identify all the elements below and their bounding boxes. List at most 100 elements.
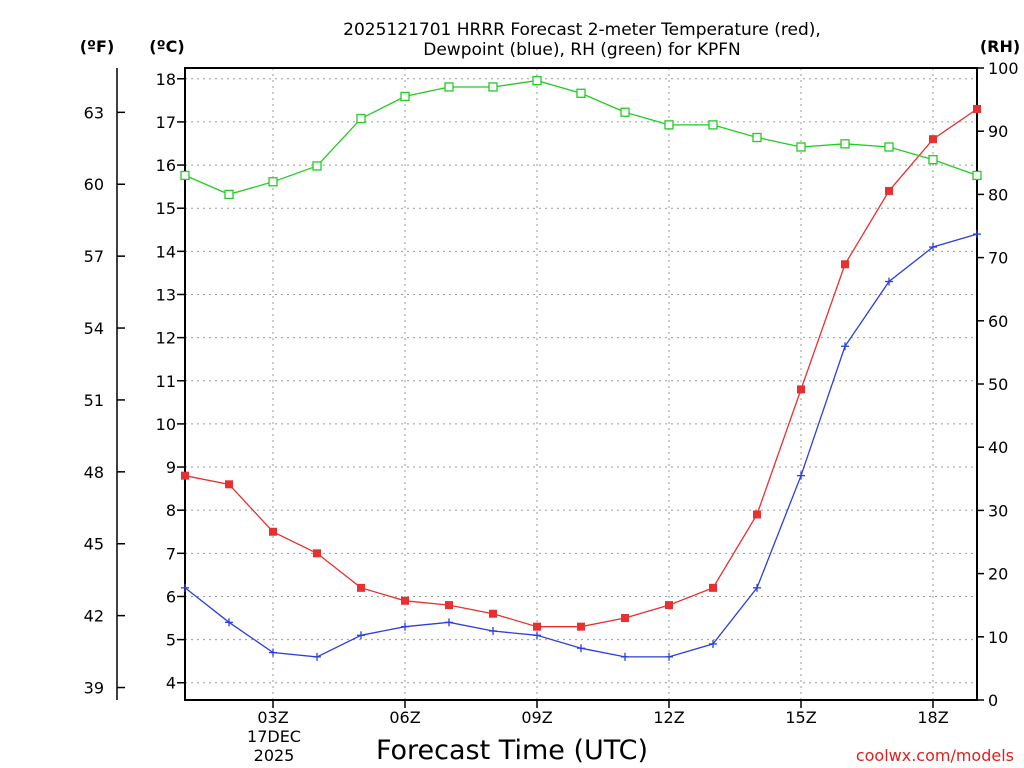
fahrenheit-tick-label: 54 (84, 319, 104, 338)
rh-axis: 0 10 20 30 40 50 60 70 80 90 100 (977, 59, 1019, 710)
data-point-dewpoint (797, 471, 805, 480)
data-point-2-meter-temperature (225, 480, 233, 489)
data-point-2-meter-temperature (753, 510, 761, 519)
data-point-rh (752, 132, 762, 143)
celsius-tick-label: 7 (166, 544, 176, 563)
data-point-2-meter-temperature (533, 622, 541, 631)
plot-frame (184, 67, 978, 701)
data-point-dewpoint (313, 652, 321, 661)
rh-tick-label: 30 (988, 501, 1008, 520)
data-point-dewpoint (489, 626, 497, 635)
time-tick-label: 09Z (521, 708, 552, 727)
rh-axis-label: (RH) (980, 37, 1020, 56)
series-line-2-meter-temperature (184, 108, 978, 628)
time-axis: 03Z 06Z 09Z 12Z 15Z 18Z (257, 700, 949, 727)
data-point-rh (664, 120, 674, 130)
rh-tick-label: 20 (988, 565, 1008, 584)
data-point-rh (840, 139, 850, 149)
fahrenheit-tick-label: 48 (84, 463, 104, 482)
time-tick-label: 06Z (389, 708, 420, 727)
series-dewpoint (181, 230, 981, 661)
chart-subtitle: Dewpoint (blue), RH (green) for KPFN (423, 40, 740, 60)
fahrenheit-axis-label: (ºF) (80, 37, 115, 56)
data-point-dewpoint (753, 583, 761, 592)
fahrenheit-tick-label: 51 (84, 391, 104, 410)
data-point-2-meter-temperature (797, 385, 805, 394)
rh-tick-label: 60 (988, 312, 1008, 331)
data-point-2-meter-temperature (973, 104, 981, 113)
fahrenheit-tick-label: 60 (84, 175, 104, 194)
celsius-tick-label: 17 (156, 113, 176, 132)
data-point-2-meter-temperature (665, 601, 673, 610)
celsius-tick-label: 10 (156, 415, 176, 434)
celsius-tick-label: 5 (166, 631, 176, 650)
time-tick-label: 12Z (653, 708, 684, 727)
data-point-dewpoint (709, 639, 717, 648)
data-point-rh (708, 120, 718, 130)
data-point-dewpoint (401, 622, 409, 631)
time-tick-label: 03Z (257, 708, 288, 727)
rh-tick-label: 40 (988, 438, 1008, 457)
data-point-dewpoint (533, 631, 541, 640)
celsius-tick-label: 11 (156, 372, 176, 391)
data-point-dewpoint (445, 618, 453, 627)
rh-tick-label: 90 (988, 122, 1008, 141)
data-point-2-meter-temperature (621, 614, 629, 623)
data-point-dewpoint (225, 618, 233, 627)
data-point-rh (928, 154, 938, 165)
celsius-tick-label: 14 (156, 242, 176, 261)
celsius-tick-label: 16 (156, 156, 176, 175)
series-2-meter-temperature (181, 104, 981, 631)
fahrenheit-tick-label: 39 (84, 679, 104, 698)
credit-link[interactable]: coolwx.com/models (856, 746, 1014, 765)
data-point-2-meter-temperature (885, 186, 893, 195)
time-tick-label: 18Z (917, 708, 948, 727)
data-point-2-meter-temperature (357, 583, 365, 592)
data-point-rh (576, 88, 586, 98)
data-point-2-meter-temperature (181, 471, 189, 480)
data-point-2-meter-temperature (841, 260, 849, 269)
celsius-tick-label: 12 (156, 329, 176, 348)
celsius-tick-label: 18 (156, 70, 176, 89)
fahrenheit-axis: 39 42 45 48 51 54 57 60 63 (84, 103, 125, 698)
celsius-tick-label: 6 (166, 587, 176, 606)
chart-title: 2025121701 HRRR Forecast 2-meter Tempera… (343, 20, 821, 40)
celsius-tick-label: 4 (166, 674, 176, 693)
data-point-2-meter-temperature (445, 601, 453, 610)
data-point-dewpoint (357, 631, 365, 640)
data-point-rh (400, 91, 410, 102)
data-point-rh (972, 170, 982, 181)
celsius-tick-label: 9 (166, 458, 176, 477)
fahrenheit-tick-label: 45 (84, 535, 104, 554)
data-point-rh (884, 142, 894, 152)
data-point-2-meter-temperature (709, 583, 717, 592)
data-point-2-meter-temperature (269, 527, 277, 536)
data-point-dewpoint (577, 644, 585, 653)
data-point-2-meter-temperature (313, 549, 321, 558)
data-point-dewpoint (665, 652, 673, 661)
data-point-rh (488, 82, 498, 92)
data-point-2-meter-temperature (577, 622, 585, 631)
celsius-tick-label: 15 (156, 199, 176, 218)
rh-tick-label: 50 (988, 375, 1008, 394)
data-point-dewpoint (841, 342, 849, 351)
celsius-tick-label: 13 (156, 285, 176, 304)
data-point-2-meter-temperature (489, 609, 497, 618)
data-point-2-meter-temperature (929, 135, 937, 144)
fahrenheit-tick-label: 57 (84, 247, 104, 266)
date-label-day: 17DEC (247, 727, 301, 746)
rh-tick-label: 0 (988, 691, 998, 710)
data-point-rh (268, 177, 278, 187)
data-point-rh (620, 107, 630, 117)
series-rh (180, 75, 982, 200)
gridlines (185, 68, 977, 700)
rh-tick-label: 80 (988, 185, 1008, 204)
data-point-dewpoint (269, 648, 277, 657)
data-point-rh (180, 170, 190, 181)
date-label-year: 2025 (254, 746, 295, 765)
celsius-axis-label: (ºC) (149, 37, 184, 56)
data-point-dewpoint (973, 230, 981, 239)
data-point-rh (796, 142, 806, 152)
data-point-rh (312, 161, 322, 171)
data-point-rh (356, 113, 366, 124)
